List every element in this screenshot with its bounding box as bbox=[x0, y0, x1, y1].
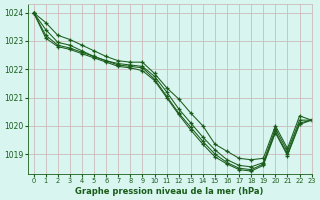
X-axis label: Graphe pression niveau de la mer (hPa): Graphe pression niveau de la mer (hPa) bbox=[76, 187, 264, 196]
